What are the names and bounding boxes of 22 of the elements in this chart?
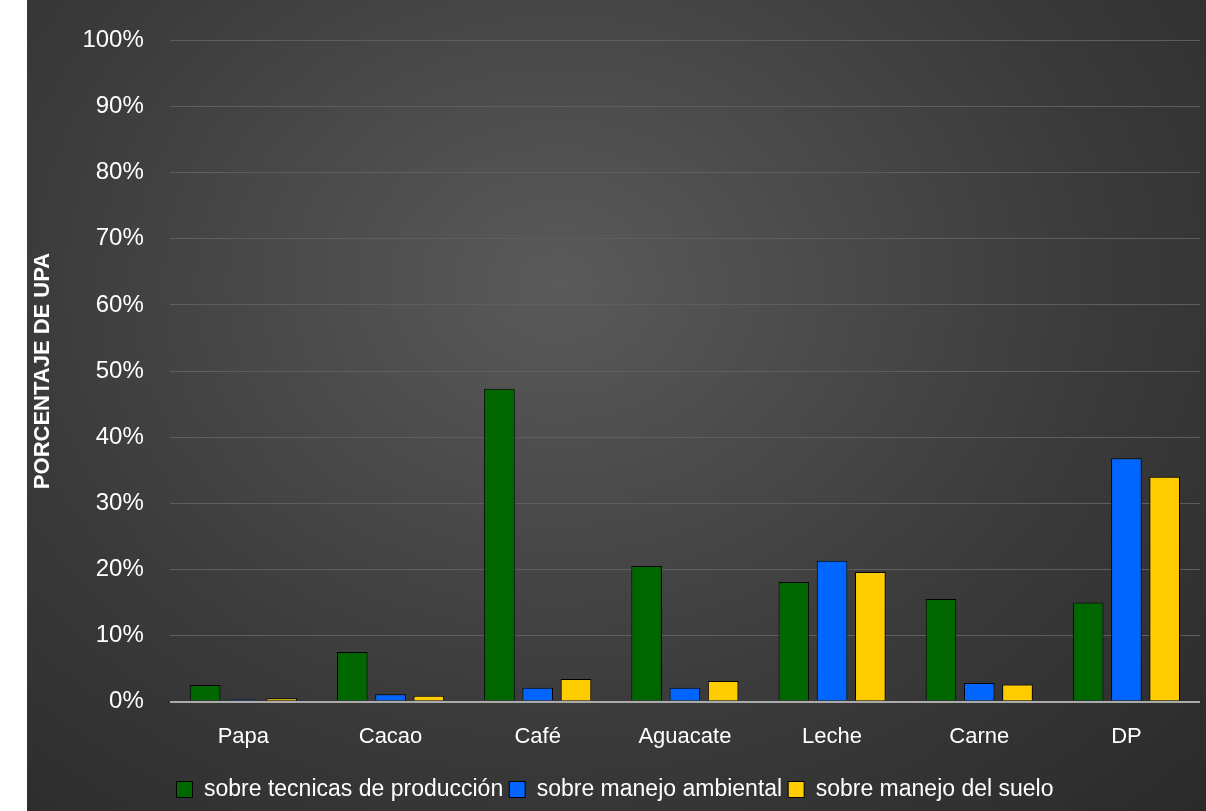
y-tick-label: 50% [95,355,144,383]
y-tick-label: 100% [82,25,144,53]
y-tick-label: 20% [95,553,144,581]
y-tick-label: 0% [109,686,144,714]
legend-label: sobre manejo ambiental [536,774,783,801]
y-tick-label: 70% [95,223,144,251]
legend-label: sobre tecnicas de producción [204,774,504,801]
y-tick-label: 40% [95,421,144,449]
y-tick-label: 30% [95,487,144,515]
x-tick-label: Cacao [358,722,423,748]
x-tick-label: Leche [802,722,863,748]
y-tick-label: 10% [95,620,144,648]
x-tick-label: Café [514,722,561,748]
y-tick-label: 90% [95,91,144,119]
x-tick-label: DP [1111,722,1142,748]
x-tick-label: Papa [217,722,270,748]
y-tick-label: 60% [95,289,144,317]
x-tick-label: Carne [949,722,1010,748]
legend-label: sobre manejo del suelo [815,774,1054,801]
x-tick-label: Aguacate [638,722,732,748]
y-axis-title: PORCENTAJE DE UPA [29,252,55,490]
y-tick-label: 80% [95,157,144,185]
